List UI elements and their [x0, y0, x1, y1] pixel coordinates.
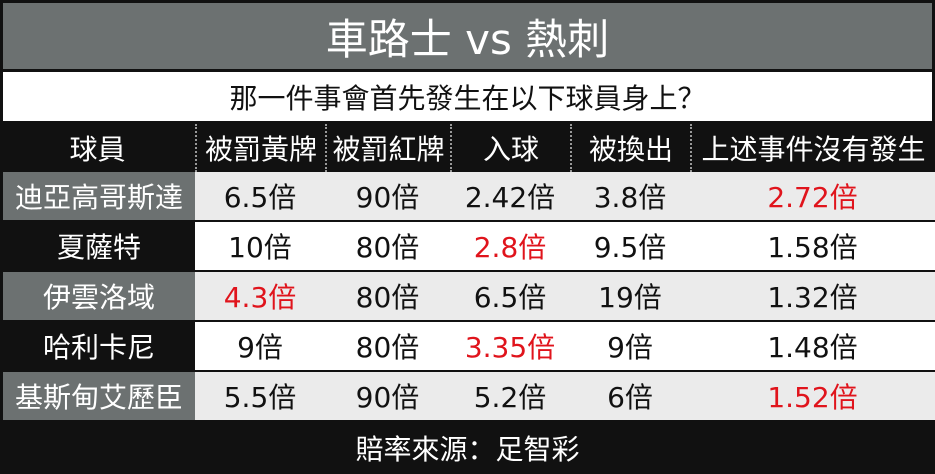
column-header: 入球 — [450, 124, 570, 172]
odds-cell: 80倍 — [325, 272, 450, 322]
odds-cell: 5.2倍 — [450, 372, 570, 422]
player-name: 哈利卡尼 — [0, 322, 195, 372]
odds-cell: 6.5倍 — [195, 172, 325, 222]
column-header: 球員 — [0, 124, 195, 172]
column-header: 被罰黃牌 — [195, 124, 325, 172]
odds-cell: 5.5倍 — [195, 372, 325, 422]
odds-cell: 3.35倍 — [450, 322, 570, 372]
odds-cell: 10倍 — [195, 222, 325, 272]
odds-cell: 80倍 — [325, 222, 450, 272]
odds-cell: 1.58倍 — [690, 222, 935, 272]
title: 車路士 vs 熱刺 — [0, 0, 935, 72]
odds-cell: 9倍 — [195, 322, 325, 372]
player-name: 夏薩特 — [0, 222, 195, 272]
odds-cell: 1.48倍 — [690, 322, 935, 372]
odds-cell: 9倍 — [570, 322, 690, 372]
odds-cell: 6倍 — [570, 372, 690, 422]
odds-cell: 4.3倍 — [195, 272, 325, 322]
odds-cell: 2.8倍 — [450, 222, 570, 272]
column-header: 被罰紅牌 — [325, 124, 450, 172]
footer: 賠率來源：足智彩 — [0, 422, 935, 474]
odds-cell: 90倍 — [325, 372, 450, 422]
odds-cell: 1.32倍 — [690, 272, 935, 322]
odds-cell: 6.5倍 — [450, 272, 570, 322]
odds-cell: 19倍 — [570, 272, 690, 322]
odds-cell: 2.42倍 — [450, 172, 570, 222]
odds-cell: 1.52倍 — [690, 372, 935, 422]
odds-cell: 80倍 — [325, 322, 450, 372]
player-name: 迪亞高哥斯達 — [0, 172, 195, 222]
odds-table: 球員 被罰黃牌 被罰紅牌 入球 被換出 上述事件沒有發生 迪亞高哥斯達 6.5倍 90倍 2.42… — [0, 124, 935, 422]
odds-cell: 3.8倍 — [570, 172, 690, 222]
column-header: 上述事件沒有發生 — [690, 124, 935, 172]
player-name: 基斯甸艾歷臣 — [0, 372, 195, 422]
player-name: 伊雲洛域 — [0, 272, 195, 322]
odds-cell: 90倍 — [325, 172, 450, 222]
subtitle: 那一件事會首先發生在以下球員身上？ — [0, 72, 935, 124]
column-header: 被換出 — [570, 124, 690, 172]
odds-cell: 2.72倍 — [690, 172, 935, 222]
odds-cell: 9.5倍 — [570, 222, 690, 272]
